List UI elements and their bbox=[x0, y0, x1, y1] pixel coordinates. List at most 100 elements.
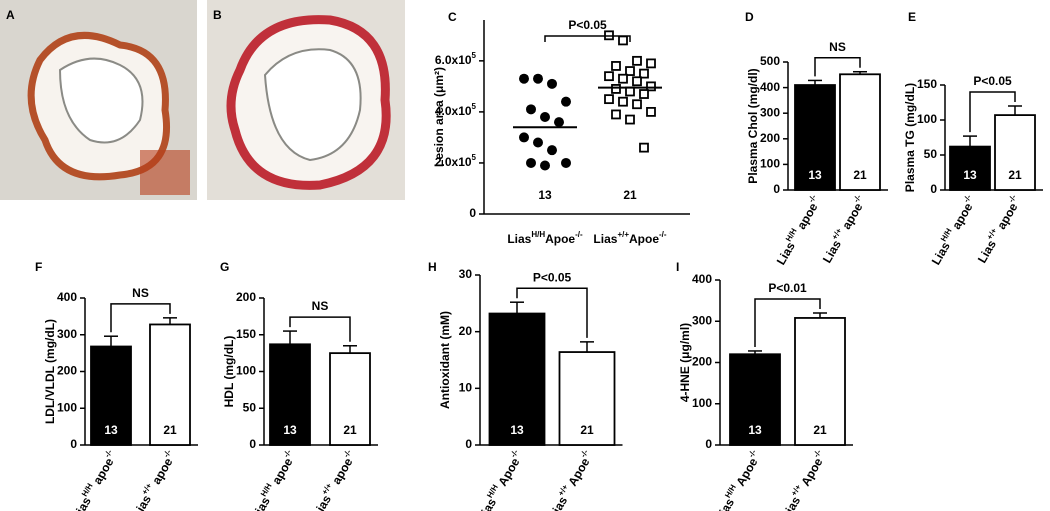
point bbox=[533, 137, 543, 148]
point bbox=[547, 145, 557, 156]
significance-bracket bbox=[289, 316, 351, 342]
panel-letter: I bbox=[676, 260, 679, 274]
count-label: 21 bbox=[1008, 168, 1022, 182]
significance-label: P<0.05 bbox=[568, 18, 607, 32]
bar bbox=[729, 353, 781, 446]
y-tick-label: 0 bbox=[705, 437, 712, 451]
panel-letter: G bbox=[220, 260, 229, 274]
count-label: 21 bbox=[580, 423, 594, 437]
count-label: 13 bbox=[538, 188, 552, 202]
point bbox=[533, 73, 543, 84]
text-part: Apoe bbox=[732, 455, 761, 491]
count-label: 21 bbox=[623, 188, 637, 202]
text-part: Lias bbox=[713, 496, 737, 511]
point bbox=[540, 160, 550, 171]
text-part: Lias bbox=[310, 493, 334, 511]
bar bbox=[329, 352, 371, 446]
y-tick-label: 0 bbox=[469, 206, 476, 220]
point bbox=[526, 157, 536, 168]
significance-bracket bbox=[110, 303, 171, 333]
y-tick-label: 200 bbox=[236, 290, 256, 304]
lumen bbox=[58, 57, 144, 144]
y-tick-label: 0 bbox=[930, 182, 937, 196]
y-tick-label: 0 bbox=[465, 437, 472, 451]
bar bbox=[794, 84, 836, 191]
point bbox=[618, 73, 628, 84]
x-tick-label: LiasH/H apoe-/- bbox=[68, 448, 120, 511]
bar bbox=[149, 323, 191, 446]
y-tick-label: 300 bbox=[760, 105, 780, 119]
panel-letter: C bbox=[448, 10, 457, 24]
text-part: Lias bbox=[593, 232, 617, 246]
superscript: -/- bbox=[852, 193, 864, 204]
superscript: -/- bbox=[659, 230, 667, 239]
y-axis-label: Plasma TG (mg/dL) bbox=[903, 83, 917, 192]
text-part: 4.0x10 bbox=[435, 104, 472, 118]
text-part: 6.0x10 bbox=[435, 53, 472, 67]
significance-bracket bbox=[516, 287, 588, 338]
point bbox=[554, 117, 564, 128]
superscript: -/- bbox=[579, 448, 591, 459]
y-tick-label: 500 bbox=[760, 54, 780, 68]
superscript: -/- bbox=[282, 448, 294, 459]
point bbox=[646, 58, 656, 69]
point bbox=[618, 96, 628, 107]
y-tick-label: 400 bbox=[57, 290, 77, 304]
x-tick-label: Lias+/+Apoe-/- bbox=[593, 230, 666, 246]
count-label: 21 bbox=[853, 168, 867, 182]
text-part: apoe bbox=[89, 455, 117, 489]
point bbox=[604, 71, 614, 82]
superscript: -/- bbox=[812, 448, 824, 459]
bar bbox=[839, 73, 881, 191]
y-axis-label: Plasma Chol (mg/dl) bbox=[746, 68, 760, 183]
superscript: 5 bbox=[472, 153, 477, 162]
point bbox=[632, 99, 642, 110]
y-tick-label: 0 bbox=[773, 182, 780, 196]
y-tick-label: 200 bbox=[760, 131, 780, 145]
x-tick-label: LiasH/H apoe-/- bbox=[247, 448, 299, 511]
text-part: Lias bbox=[546, 494, 570, 511]
significance-label: P<0.01 bbox=[768, 281, 807, 295]
point bbox=[646, 106, 656, 117]
text-part: Lias bbox=[249, 494, 273, 511]
y-tick-label: 400 bbox=[692, 272, 712, 286]
panel-letter: E bbox=[908, 10, 916, 24]
point bbox=[618, 35, 628, 46]
bar bbox=[994, 114, 1036, 191]
point bbox=[540, 112, 550, 122]
point bbox=[526, 104, 536, 115]
y-tick-label: 0 bbox=[249, 437, 256, 451]
text-part: Lias bbox=[475, 496, 499, 511]
point bbox=[625, 114, 635, 125]
y-tick-label: 50 bbox=[924, 147, 938, 161]
y-tick-label: 0 bbox=[70, 437, 77, 451]
point bbox=[611, 61, 621, 71]
count-label: 21 bbox=[163, 423, 177, 437]
text-part: apoe bbox=[948, 200, 976, 234]
significance-bracket bbox=[814, 56, 861, 77]
histology-b bbox=[207, 0, 405, 200]
superscript: +/+ bbox=[617, 230, 629, 239]
text-part: Lias bbox=[70, 494, 94, 511]
x-tick-label: Lias+/+ Apoe-/- bbox=[777, 448, 829, 511]
bar bbox=[949, 145, 991, 191]
text-part: Lias bbox=[507, 232, 531, 246]
x-tick-label: Lias+/+ Apoe-/- bbox=[544, 448, 596, 511]
y-tick-label: 20 bbox=[459, 324, 473, 338]
point bbox=[625, 86, 635, 97]
bar bbox=[90, 345, 132, 446]
text-part: Lias bbox=[820, 238, 844, 266]
y-tick-label: 6.0x105 bbox=[435, 51, 477, 67]
superscript: 5 bbox=[472, 102, 477, 111]
text-part: Apoe bbox=[564, 455, 593, 491]
y-axis-label: Lesion area (μm²) bbox=[432, 67, 446, 167]
y-tick-label: 100 bbox=[917, 112, 937, 126]
x-tick-label: LiasH/H apoe-/- bbox=[772, 193, 824, 268]
text-part: Apoe bbox=[545, 232, 575, 246]
x-tick-label: LiasH/HApoe-/- bbox=[507, 230, 583, 246]
superscript: -/- bbox=[509, 448, 521, 459]
point bbox=[632, 76, 642, 87]
text-part: Lias bbox=[975, 238, 999, 266]
point bbox=[639, 68, 649, 79]
